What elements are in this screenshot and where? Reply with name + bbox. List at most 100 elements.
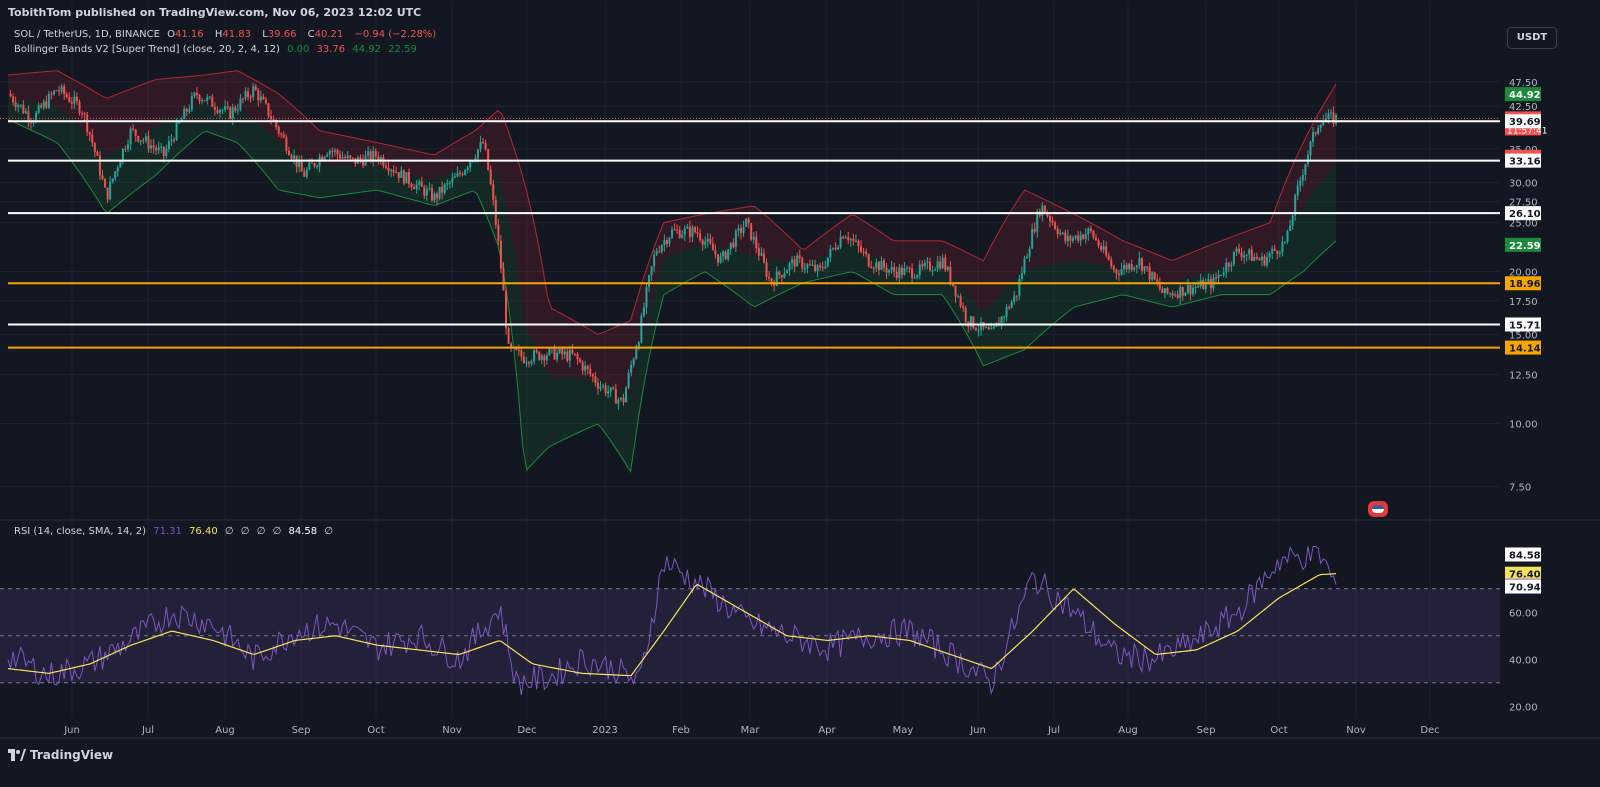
- price-label-box: [1505, 153, 1541, 168]
- candle-body: [714, 250, 717, 255]
- candle-body: [402, 170, 405, 184]
- candle-body: [1309, 141, 1312, 156]
- candle-body: [65, 94, 68, 98]
- candle-body: [198, 95, 201, 102]
- candle-body: [275, 120, 278, 127]
- candle-body: [1296, 185, 1299, 196]
- candle-body: [831, 247, 834, 249]
- candle-body: [791, 259, 794, 264]
- candle-body: [642, 307, 645, 316]
- candle-body: [1082, 234, 1085, 239]
- candle-body: [811, 264, 814, 266]
- candle-body: [589, 368, 592, 375]
- candle-body: [201, 100, 204, 102]
- candle-body: [1283, 241, 1286, 243]
- candle-body: [604, 385, 607, 394]
- price-label: 26.10: [1509, 209, 1541, 220]
- candle-body: [839, 236, 842, 248]
- candle-body: [1174, 294, 1177, 296]
- candle-body: [139, 140, 142, 142]
- candle-body: [109, 181, 112, 200]
- candle-body: [576, 354, 579, 360]
- candle-body: [285, 137, 288, 151]
- candle-body: [676, 229, 679, 231]
- candle-body: [484, 143, 487, 150]
- candle-body: [507, 328, 510, 344]
- currency-button[interactable]: USDT: [1507, 27, 1557, 49]
- candle-body: [52, 90, 55, 95]
- candle-body: [160, 146, 163, 148]
- candle-body: [50, 93, 53, 95]
- time-tick-label: Oct: [367, 725, 384, 736]
- candle-body: [660, 245, 663, 252]
- price-label-box: [1505, 87, 1541, 102]
- tradingview-logo[interactable]: TradingView: [8, 748, 113, 762]
- time-tick-label: Mar: [741, 725, 761, 736]
- candle-body: [1317, 127, 1320, 134]
- candle-body: [1227, 262, 1230, 267]
- candle-body: [142, 140, 145, 142]
- rsi-label: 70.94: [1509, 583, 1541, 594]
- candle-body: [796, 255, 799, 267]
- candle-body: [1140, 258, 1143, 271]
- symbol-legend: SOL / TetherUS, 1D, BINANCE O41.16 H41.8…: [14, 29, 440, 40]
- candle-body: [568, 350, 571, 361]
- candle-body: [814, 264, 817, 272]
- candle-body: [1179, 286, 1182, 298]
- candle-body: [750, 223, 753, 240]
- candle-body: [1097, 240, 1100, 247]
- candle-body: [1324, 118, 1327, 121]
- candle-body: [216, 109, 219, 113]
- candle-body: [37, 105, 40, 113]
- price-label: 44.92: [1509, 90, 1541, 101]
- candle-body: [553, 347, 556, 360]
- candle-body: [663, 240, 666, 246]
- candle-body: [272, 119, 275, 121]
- us-flag-icon[interactable]: [1366, 499, 1390, 519]
- candle-body: [525, 362, 528, 364]
- candle-body: [35, 112, 38, 123]
- candle-body: [162, 146, 165, 156]
- candle-body: [262, 96, 265, 100]
- candle-body: [903, 267, 906, 275]
- time-tick-label: Sep: [292, 725, 311, 736]
- candle-body: [696, 232, 699, 234]
- candle-body: [221, 109, 224, 111]
- candle-body: [415, 184, 418, 190]
- indicator-value-3: 22.59: [388, 44, 417, 55]
- candle-body: [1148, 266, 1151, 280]
- candle-body: [1156, 279, 1159, 283]
- candle-body: [170, 139, 173, 142]
- candle-body: [739, 228, 742, 233]
- candle-body: [116, 167, 119, 172]
- candle-body: [1008, 306, 1011, 309]
- candle-body: [211, 96, 214, 107]
- candle-body: [446, 183, 449, 185]
- candle-body: [1235, 248, 1238, 252]
- candle-body: [104, 179, 107, 188]
- candle-body: [834, 247, 837, 250]
- candle-body: [1271, 248, 1274, 254]
- candle-body: [1194, 286, 1197, 288]
- candle-body: [1130, 263, 1133, 270]
- candle-body: [829, 248, 832, 258]
- candle-body: [1026, 256, 1029, 259]
- candle-body: [520, 350, 523, 357]
- rsi-label-box: [1505, 566, 1541, 581]
- candle-body: [1294, 195, 1297, 216]
- time-tick-label: Dec: [517, 725, 536, 736]
- candle-body: [405, 172, 408, 184]
- candle-body: [530, 361, 533, 364]
- candle-body: [218, 110, 221, 113]
- candle-body: [591, 374, 594, 377]
- candle-body: [487, 149, 490, 170]
- candle-body: [231, 107, 234, 119]
- rsi-value-7: ∅: [324, 526, 334, 537]
- candle-body: [640, 315, 643, 343]
- candle-body: [1158, 282, 1161, 289]
- candle-body: [1041, 205, 1044, 216]
- candle-body: [489, 169, 492, 185]
- candle-body: [425, 189, 428, 196]
- candle-body: [300, 161, 303, 172]
